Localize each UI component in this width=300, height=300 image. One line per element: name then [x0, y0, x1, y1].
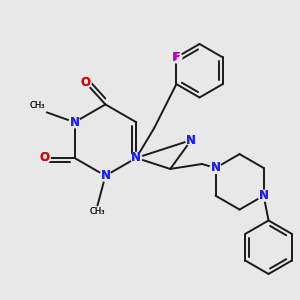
Text: CH₃: CH₃	[90, 208, 105, 217]
Text: F: F	[173, 52, 180, 62]
Text: N: N	[100, 169, 110, 182]
Text: CH₃: CH₃	[29, 101, 45, 110]
Circle shape	[69, 117, 80, 128]
Text: N: N	[186, 134, 196, 147]
Circle shape	[80, 77, 91, 88]
Text: N: N	[70, 116, 80, 129]
Circle shape	[171, 52, 182, 63]
Text: O: O	[40, 152, 50, 164]
Circle shape	[210, 163, 221, 173]
Text: N: N	[211, 161, 220, 175]
Circle shape	[100, 170, 111, 181]
Text: F: F	[172, 51, 180, 64]
Text: O: O	[40, 152, 50, 164]
Circle shape	[258, 190, 269, 201]
Circle shape	[186, 135, 196, 146]
Text: N: N	[259, 189, 269, 202]
Text: N: N	[259, 189, 269, 202]
Text: CH₃: CH₃	[29, 101, 45, 110]
Text: N: N	[186, 134, 196, 147]
Text: N: N	[131, 152, 141, 164]
Circle shape	[131, 152, 142, 164]
Text: N: N	[211, 161, 220, 175]
Text: N: N	[131, 152, 141, 164]
Text: N: N	[70, 116, 80, 129]
Text: O: O	[81, 76, 91, 89]
Text: CH₃: CH₃	[90, 208, 105, 217]
Circle shape	[39, 152, 50, 164]
Text: O: O	[81, 76, 91, 89]
Text: N: N	[100, 169, 110, 182]
